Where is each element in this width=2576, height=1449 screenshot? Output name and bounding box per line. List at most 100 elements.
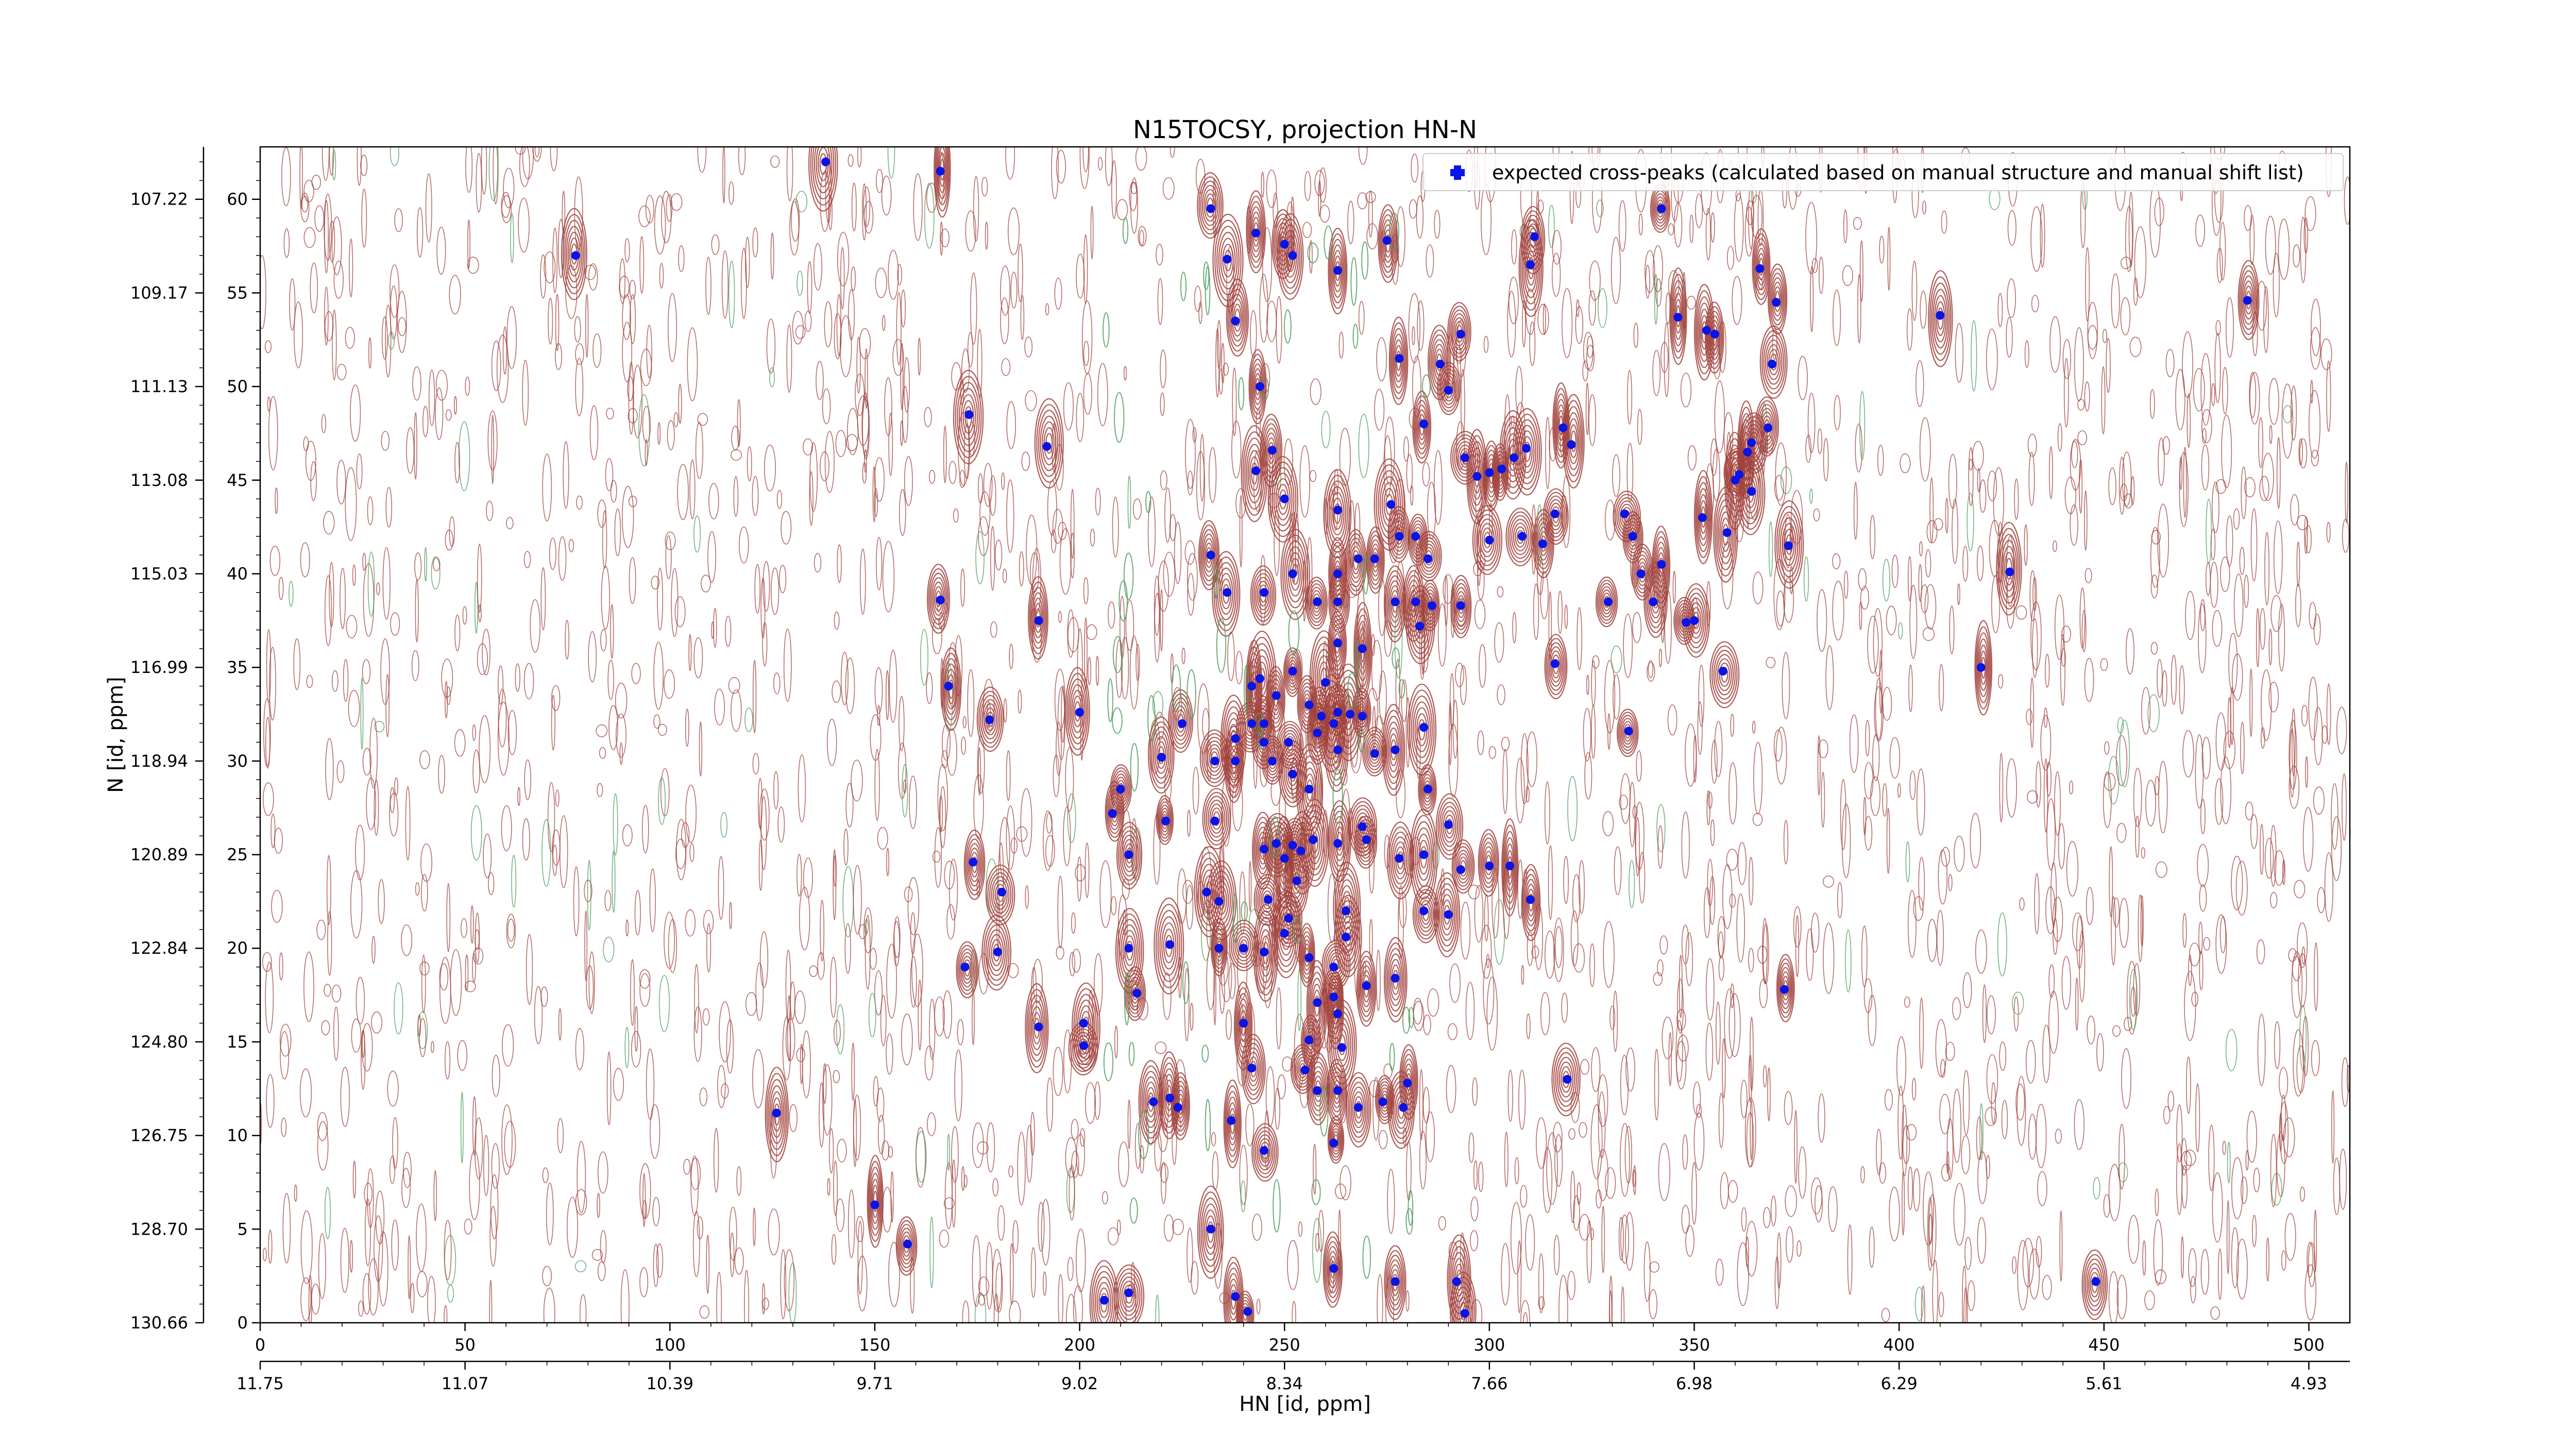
y-axis-secondary: 130.66128.70126.75124.80122.84120.89118.…	[130, 161, 204, 1333]
noise-contour	[1590, 1104, 1603, 1180]
noise-contour	[1477, 730, 1484, 755]
noise-contour	[633, 364, 643, 439]
peak-contour	[1635, 554, 1650, 590]
cross-peak-point	[1280, 240, 1289, 249]
noise-contour	[2171, 654, 2177, 705]
noise-contour	[2175, 368, 2185, 430]
noise-contour	[316, 919, 326, 940]
noise-contour	[832, 680, 841, 703]
noise-contour	[2289, 719, 2297, 790]
noise-contour	[1276, 296, 1282, 364]
noise-contour	[939, 1229, 950, 1248]
noise-contour	[472, 749, 480, 794]
noise-contour	[2006, 758, 2018, 818]
noise-contour	[2140, 895, 2144, 947]
noise-contour	[323, 511, 335, 535]
noise-contour	[2162, 436, 2170, 455]
noise-contour	[1605, 1167, 1616, 1199]
noise-contour	[2241, 466, 2247, 519]
noise-contour	[1570, 1170, 1575, 1223]
noise-contour	[2195, 1083, 2200, 1153]
noise-contour	[668, 293, 677, 362]
noise-contour	[1449, 963, 1461, 1003]
noise-contour	[1726, 246, 1735, 270]
noise-contour	[1486, 954, 1490, 969]
peak-contour	[1148, 716, 1175, 794]
noise-contour	[2295, 584, 2301, 628]
peak-contour	[1769, 268, 1786, 330]
noise-contour	[803, 857, 813, 898]
noise-contour	[862, 462, 867, 484]
noise-contour	[2269, 425, 2273, 444]
noise-contour	[1817, 428, 1823, 454]
noise-contour	[834, 611, 840, 630]
peak-contour	[808, 147, 838, 212]
noise-contour	[1043, 810, 1053, 871]
cross-peak-point	[1415, 621, 1425, 631]
cross-peak-point	[1206, 550, 1215, 560]
noise-contour	[300, 1277, 312, 1321]
peak-contour	[1450, 309, 1469, 354]
noise-contour	[1063, 806, 1071, 867]
peak-contour	[1238, 1004, 1248, 1048]
cross-peak-point	[1976, 663, 1986, 672]
peak-contour	[1516, 419, 1538, 484]
peak-contour	[1768, 263, 1788, 335]
noise-contour	[1135, 147, 1147, 171]
noise-contour	[639, 1267, 649, 1298]
peak-contour	[1172, 1076, 1189, 1136]
noise-contour	[1526, 1013, 1531, 1039]
cross-peak-point	[1419, 850, 1429, 860]
noise-contour	[1720, 1172, 1729, 1209]
noise-contour	[802, 438, 814, 456]
noise-contour	[887, 147, 895, 179]
noise-contour	[2048, 964, 2055, 998]
negative-contour	[1402, 1006, 1411, 1034]
noise-contour	[622, 322, 633, 382]
noise-contour	[280, 1031, 290, 1080]
noise-contour	[2290, 494, 2299, 526]
noise-contour	[1387, 1169, 1395, 1234]
peak-contour	[1223, 1256, 1244, 1323]
noise-contour	[506, 306, 517, 369]
noise-contour	[1548, 845, 1553, 920]
noise-contour	[1817, 589, 1827, 652]
noise-contour	[745, 237, 750, 288]
noise-contour	[649, 1104, 660, 1159]
noise-contour	[1913, 896, 1924, 921]
noise-contour	[588, 263, 598, 291]
noise-contour	[1184, 968, 1190, 1041]
negative-contour	[1171, 664, 1181, 712]
noise-contour	[454, 729, 466, 757]
noise-contour	[1537, 304, 1549, 335]
noise-contour	[1032, 958, 1043, 1003]
cross-peak-point	[1657, 560, 1666, 569]
noise-contour	[1543, 1147, 1553, 1214]
noise-contour	[1198, 301, 1202, 324]
peak-contour	[1311, 590, 1323, 616]
cross-peak-point	[1329, 963, 1338, 972]
noise-contour	[1512, 612, 1517, 644]
cross-peak-point	[1256, 382, 1264, 391]
noise-contour	[1859, 601, 1862, 630]
noise-contour	[2111, 273, 2120, 329]
noise-contour	[762, 561, 770, 612]
noise-contour	[1656, 804, 1666, 853]
noise-contour	[2304, 196, 2316, 231]
noise-contour	[1643, 1241, 1651, 1302]
noise-contour	[1748, 948, 1754, 973]
noise-contour	[1515, 757, 1525, 823]
peak-contour	[1765, 339, 1783, 385]
noise-contour	[506, 914, 516, 949]
noise-contour	[1582, 360, 1588, 382]
peak-contour	[1548, 499, 1564, 534]
peak-contour	[1419, 900, 1433, 929]
noise-contour	[488, 147, 498, 201]
peak-contour	[1236, 1290, 1255, 1323]
noise-contour	[2311, 1040, 2320, 1076]
noise-contour	[317, 1121, 329, 1171]
noise-contour	[1071, 1151, 1079, 1178]
noise-contour	[2309, 602, 2317, 629]
noise-contour	[311, 1284, 320, 1315]
noise-contour	[1215, 328, 1220, 398]
